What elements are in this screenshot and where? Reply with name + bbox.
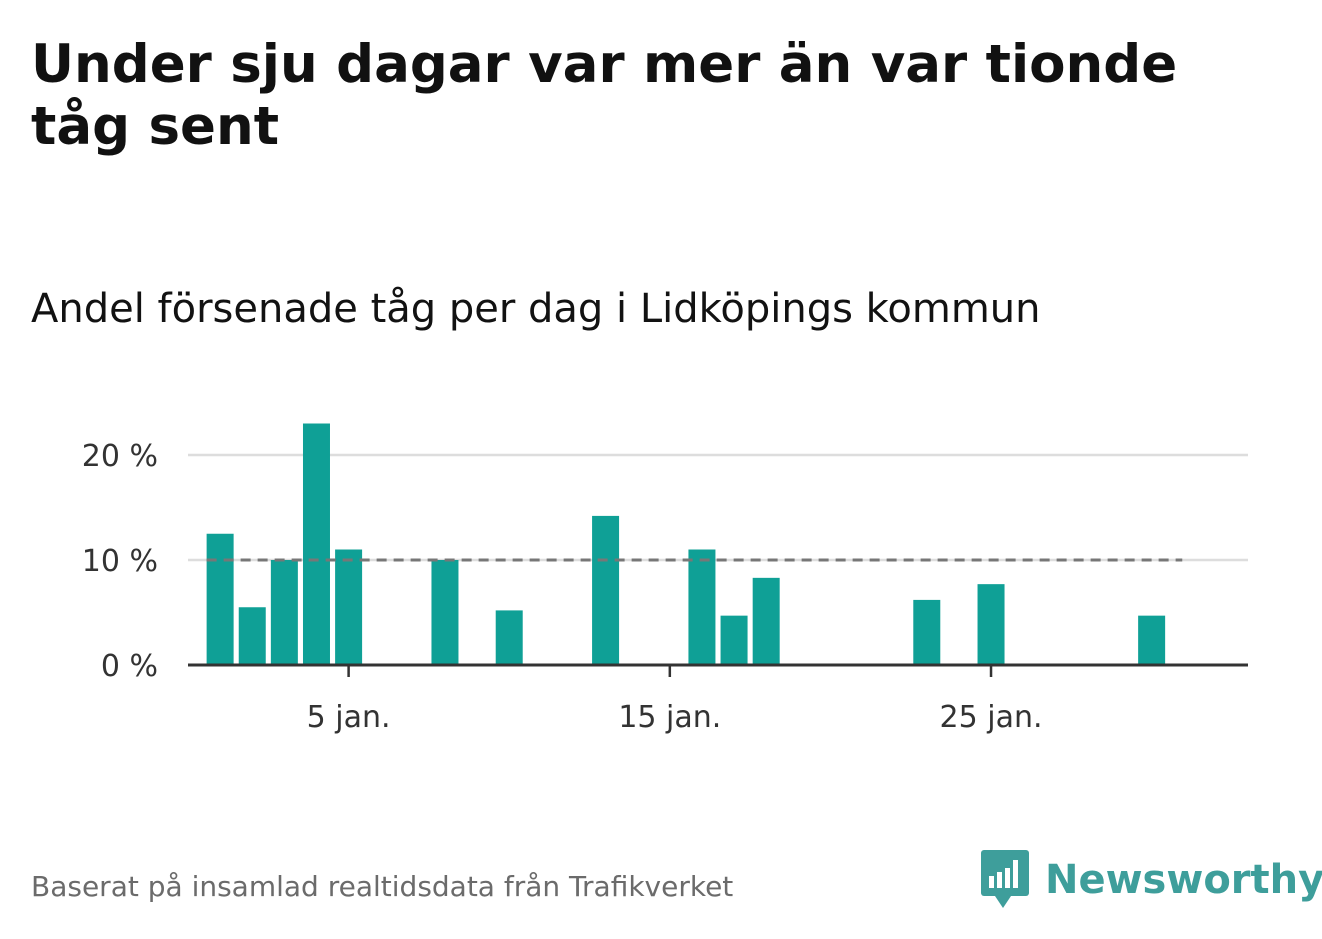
newsworthy-logo: Newsworthy bbox=[981, 850, 1322, 910]
bar bbox=[913, 599, 941, 665]
chart-subtitle: Andel försenade tåg per dag i Lidköpings… bbox=[31, 286, 1041, 332]
x-axis bbox=[188, 663, 1248, 677]
bar bbox=[206, 533, 234, 665]
bar bbox=[495, 610, 523, 665]
bar bbox=[335, 549, 363, 665]
bar bbox=[592, 515, 620, 665]
y-tick-label: 20 % bbox=[82, 439, 158, 474]
x-axis-labels: 5 jan. 15 jan. 25 jan. bbox=[307, 700, 1043, 735]
y-tick-label: 10 % bbox=[82, 544, 158, 579]
x-tick-label: 25 jan. bbox=[940, 700, 1043, 735]
y-axis-labels: 0 % 10 % 20 % bbox=[82, 439, 158, 684]
bar bbox=[302, 423, 330, 665]
bar bbox=[752, 577, 780, 665]
bar bbox=[688, 549, 716, 665]
x-tick-label: 15 jan. bbox=[618, 700, 721, 735]
source-note: Baserat på insamlad realtidsdata från Tr… bbox=[31, 870, 734, 903]
bar bbox=[238, 607, 266, 665]
grid-lines bbox=[188, 453, 1248, 562]
chart-title: Under sju dagar var mer än var tionde tå… bbox=[31, 34, 1178, 157]
logo-text: Newsworthy bbox=[1045, 857, 1322, 903]
bar bbox=[270, 560, 298, 665]
bar bbox=[720, 615, 748, 665]
bar bbox=[431, 560, 459, 665]
chart-svg: 0 % 10 % 20 % 5 jan. 15 jan. 25 jan. bbox=[82, 423, 1248, 735]
bar bbox=[977, 584, 1005, 665]
bar bbox=[1138, 615, 1166, 665]
bars-group bbox=[206, 423, 1166, 665]
newsworthy-logo-icon bbox=[981, 850, 1029, 908]
x-tick-label: 5 jan. bbox=[307, 700, 391, 735]
y-tick-label: 0 % bbox=[101, 649, 158, 684]
